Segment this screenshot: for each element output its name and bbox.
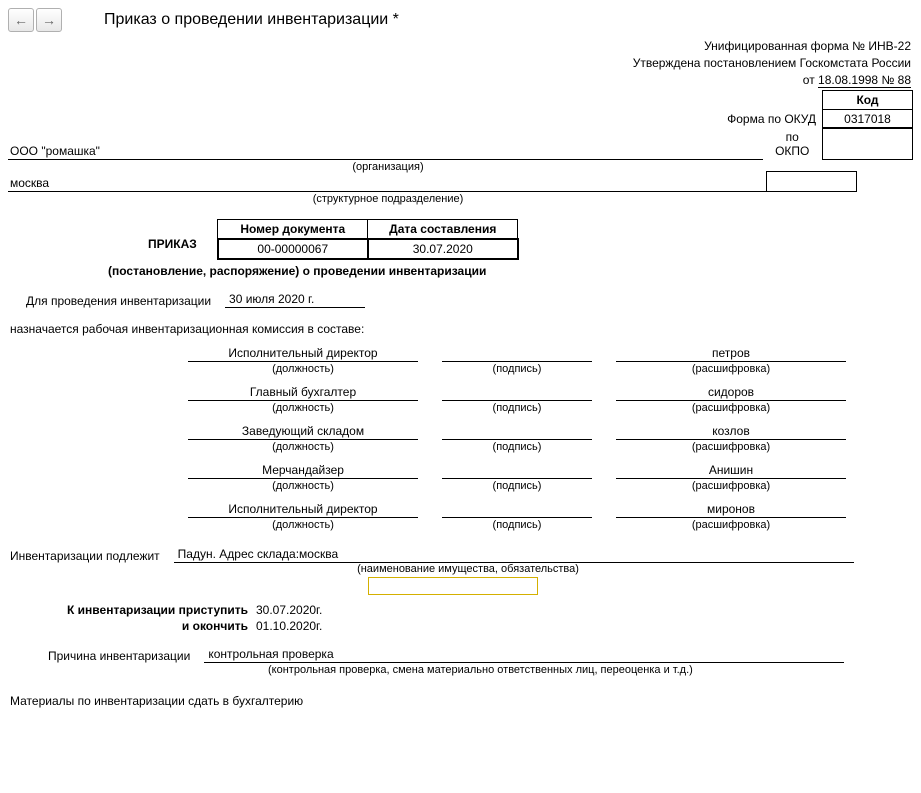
division-code	[767, 172, 857, 192]
prikaz-label: ПРИКАЗ	[148, 219, 197, 251]
member-signature	[442, 385, 592, 401]
committee-member: Заведующий складом(должность) (подпись) к…	[188, 424, 913, 453]
highlight-wrapper	[308, 577, 913, 595]
position-sublabel: (должность)	[188, 519, 418, 531]
member-position: Заведующий складом	[188, 424, 418, 440]
subject-label: Инвентаризации подлежит	[10, 549, 160, 563]
reason-row: Причина инвентаризации контрольная прове…	[48, 647, 913, 663]
signature-sublabel: (подпись)	[442, 519, 592, 531]
end-date: 01.10.2020г.	[256, 619, 322, 633]
doc-num-head: Номер документа	[218, 220, 368, 240]
committee-intro: назначается рабочая инвентаризационная к…	[10, 322, 913, 336]
forward-button[interactable]: →	[36, 8, 62, 32]
committee-member: Исполнительный директор(должность) (подп…	[188, 502, 913, 531]
signature-sublabel: (подпись)	[442, 441, 592, 453]
member-name: миронов	[616, 502, 846, 518]
name-sublabel: (расшифровка)	[616, 441, 846, 453]
doc-number-table: Номер документа Дата составления 00-0000…	[217, 219, 519, 260]
code-header: Код	[823, 91, 913, 110]
document-title: Приказ о проведении инвентаризации *	[104, 11, 399, 29]
position-sublabel: (должность)	[188, 363, 418, 375]
signature-sublabel: (подпись)	[442, 363, 592, 375]
end-date-label: и окончить	[26, 619, 256, 633]
org-name: ООО "ромашка"	[8, 144, 763, 160]
dates-block: К инвентаризации приступить30.07.2020г. …	[26, 603, 913, 633]
committee-member: Исполнительный директор(должность) (подп…	[188, 346, 913, 375]
order-header: ПРИКАЗ Номер документа Дата составления …	[148, 219, 913, 260]
subject-value: Падун. Адрес склада:москва	[174, 547, 854, 563]
member-signature	[442, 346, 592, 362]
member-name: козлов	[616, 424, 846, 440]
member-signature	[442, 502, 592, 518]
reason-sublabel: (контрольная проверка, смена материально…	[268, 664, 913, 676]
committee-member: Мерчандайзер(должность) (подпись) Анишин(…	[188, 463, 913, 492]
arrow-right-icon: →	[42, 12, 56, 28]
division-sublabel: (структурное подразделение)	[8, 193, 768, 205]
order-subtitle: (постановление, распоряжение) о проведен…	[108, 264, 913, 278]
name-sublabel: (расшифровка)	[616, 402, 846, 414]
start-date: 30.07.2020г.	[256, 603, 322, 617]
toolbar: ← → Приказ о проведении инвентаризации *	[8, 8, 913, 32]
approved-line: Утверждена постановлением Госкомстата Ро…	[8, 55, 911, 72]
committee-member: Главный бухгалтер(должность) (подпись) си…	[188, 385, 913, 414]
approval-date: 18.08.1998 № 88	[818, 73, 911, 88]
name-sublabel: (расшифровка)	[616, 363, 846, 375]
position-sublabel: (должность)	[188, 480, 418, 492]
form-header: Унифицированная форма № ИНВ-22 Утвержден…	[8, 38, 911, 88]
form-name-line: Унифицированная форма № ИНВ-22	[8, 38, 911, 55]
doc-date-head: Дата составления	[368, 220, 518, 240]
reason-value: контрольная проверка	[204, 647, 844, 663]
position-sublabel: (должность)	[188, 402, 418, 414]
signature-sublabel: (подпись)	[442, 480, 592, 492]
division-name: москва	[8, 176, 766, 192]
inventory-date-label: Для проведения инвентаризации	[26, 294, 211, 308]
member-position: Исполнительный директор	[188, 346, 418, 362]
doc-num: 00-00000067	[218, 239, 368, 259]
org-row: ООО "ромашка" по ОКПО	[8, 127, 913, 160]
position-sublabel: (должность)	[188, 441, 418, 453]
member-position: Исполнительный директор	[188, 502, 418, 518]
code-grid: Код Форма по ОКУД0317018	[8, 90, 913, 129]
name-sublabel: (расшифровка)	[616, 480, 846, 492]
from-line: от 18.08.1998 № 88	[8, 72, 911, 89]
committee-members: Исполнительный директор(должность) (подп…	[8, 346, 913, 531]
member-signature	[442, 463, 592, 479]
division-row: москва	[8, 171, 913, 192]
okpo-label: по ОКПО	[763, 128, 823, 160]
subject-row: Инвентаризации подлежит Падун. Адрес скл…	[10, 547, 913, 563]
member-name: петров	[616, 346, 846, 362]
member-signature	[442, 424, 592, 440]
member-position: Мерчандайзер	[188, 463, 418, 479]
name-sublabel: (расшифровка)	[616, 519, 846, 531]
footer-line: Материалы по инвентаризации сдать в бухг…	[10, 694, 913, 708]
okpo-value	[823, 128, 913, 160]
doc-date: 30.07.2020	[368, 239, 518, 259]
member-position: Главный бухгалтер	[188, 385, 418, 401]
okud-value: 0317018	[823, 110, 913, 129]
inventory-date-row: Для проведения инвентаризации 30 июля 20…	[26, 292, 913, 308]
highlight-box[interactable]	[368, 577, 538, 595]
back-button[interactable]: ←	[8, 8, 34, 32]
member-name: сидоров	[616, 385, 846, 401]
signature-sublabel: (подпись)	[442, 402, 592, 414]
inventory-date-value: 30 июля 2020 г.	[225, 292, 365, 308]
member-name: Анишин	[616, 463, 846, 479]
subject-sublabel: (наименование имущества, обязательства)	[38, 563, 898, 575]
okud-label: Форма по ОКУД	[721, 110, 822, 129]
arrow-left-icon: ←	[14, 12, 28, 28]
start-date-label: К инвентаризации приступить	[26, 603, 256, 617]
reason-label: Причина инвентаризации	[48, 649, 190, 663]
